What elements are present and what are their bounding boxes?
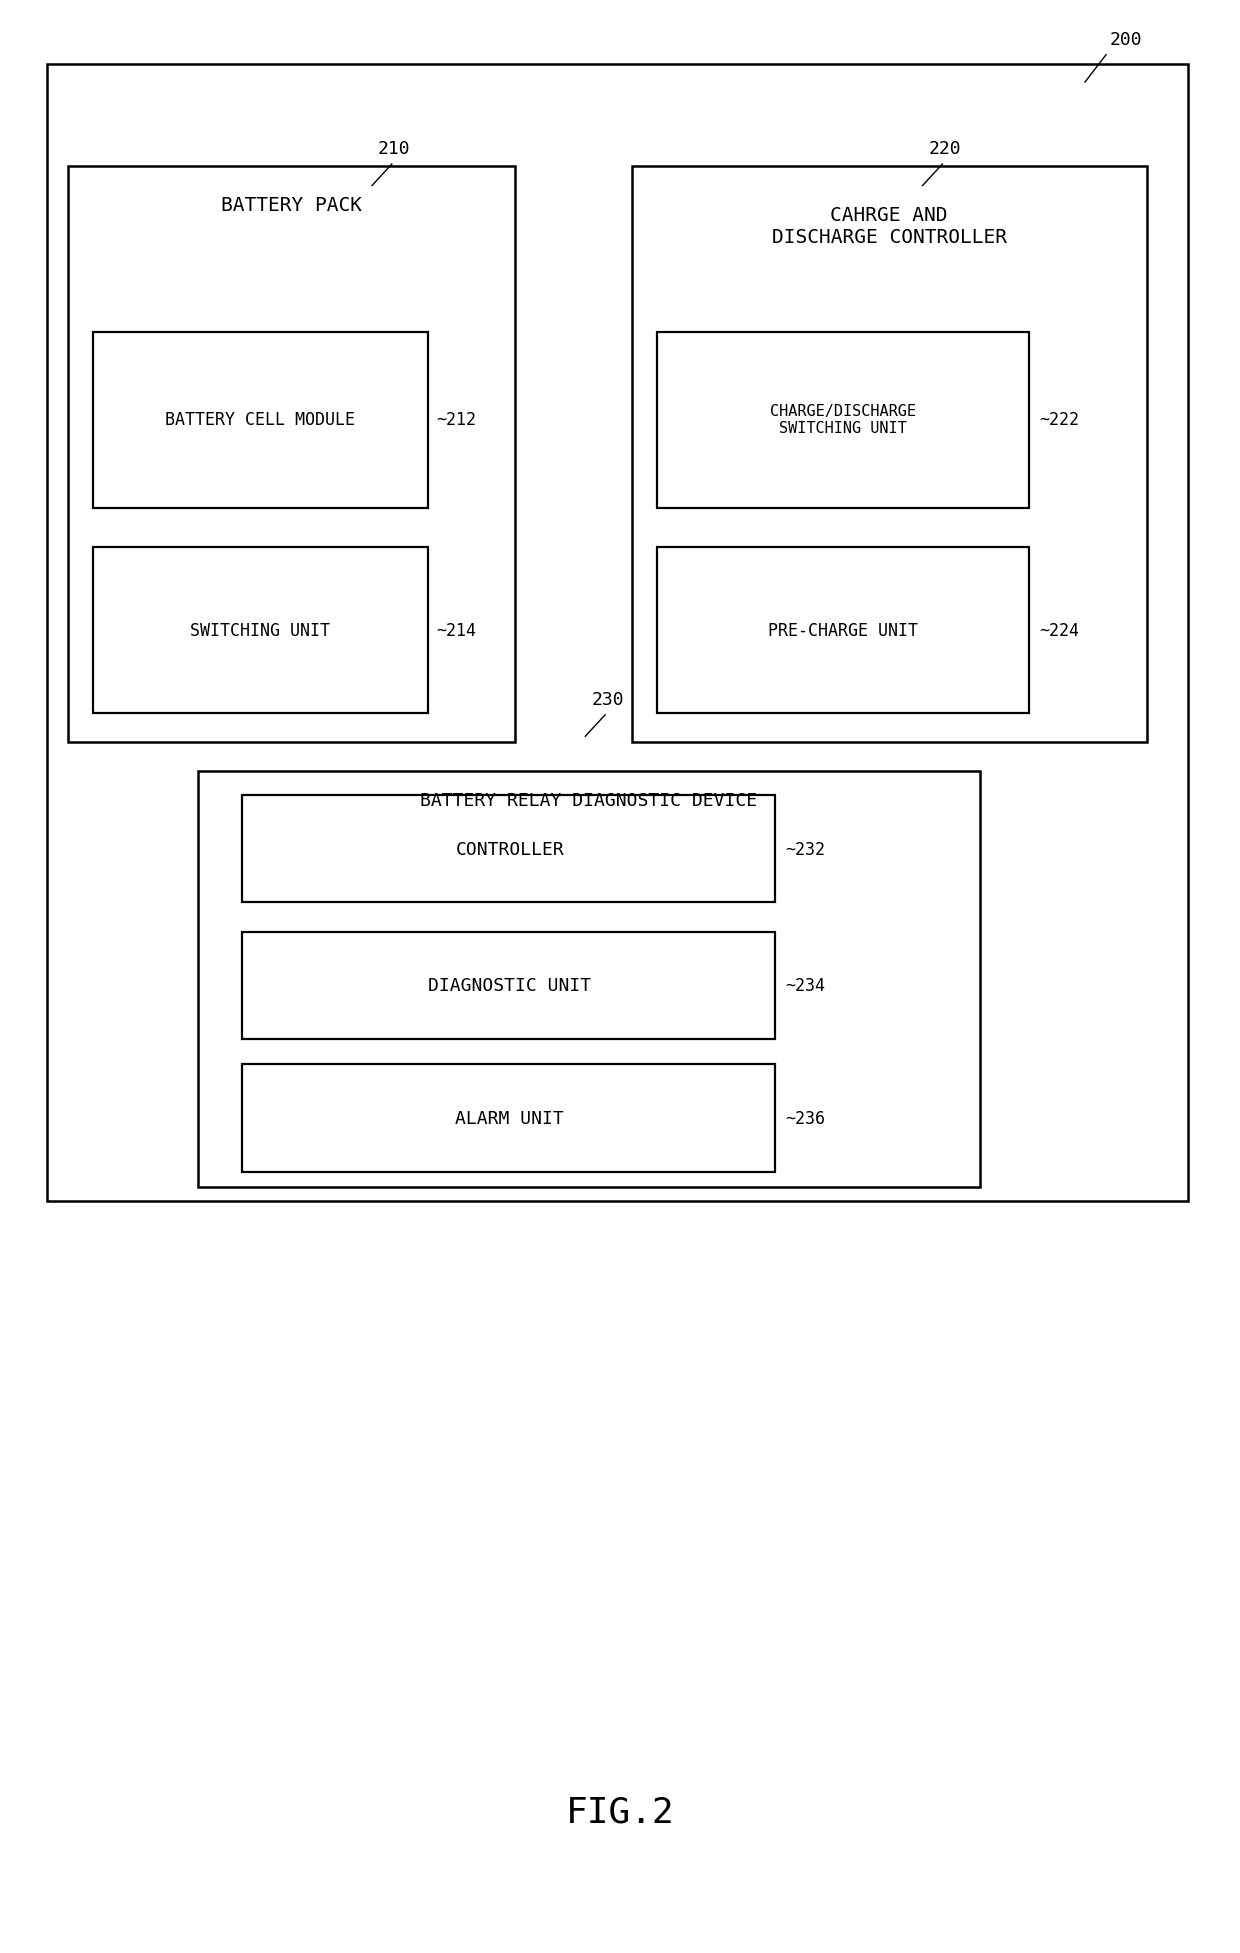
Bar — [242, 932, 775, 1039]
Bar — [47, 64, 1188, 1201]
Bar — [198, 771, 980, 1187]
Bar — [242, 795, 775, 902]
Text: ~212: ~212 — [436, 410, 476, 430]
Bar — [93, 547, 428, 713]
Text: SWITCHING UNIT: SWITCHING UNIT — [191, 621, 330, 641]
Text: BATTERY RELAY DIAGNOSTIC DEVICE: BATTERY RELAY DIAGNOSTIC DEVICE — [420, 791, 758, 810]
Text: ~236: ~236 — [785, 1109, 825, 1129]
Text: ALARM UNIT: ALARM UNIT — [455, 1109, 564, 1129]
Text: CONTROLLER: CONTROLLER — [455, 840, 564, 859]
Text: PRE-CHARGE UNIT: PRE-CHARGE UNIT — [769, 621, 918, 641]
Text: 200: 200 — [1110, 31, 1142, 49]
Text: ~222: ~222 — [1039, 410, 1079, 430]
Text: DIAGNOSTIC UNIT: DIAGNOSTIC UNIT — [428, 976, 591, 996]
Text: BATTERY CELL MODULE: BATTERY CELL MODULE — [165, 410, 356, 430]
Text: ~234: ~234 — [785, 976, 825, 996]
Bar — [68, 166, 515, 742]
Text: BATTERY PACK: BATTERY PACK — [221, 195, 362, 215]
Bar — [242, 1064, 775, 1172]
Text: ~214: ~214 — [436, 621, 476, 641]
Text: FIG.2: FIG.2 — [565, 1795, 675, 1830]
Bar — [657, 332, 1029, 508]
Bar — [657, 547, 1029, 713]
Text: CAHRGE AND
DISCHARGE CONTROLLER: CAHRGE AND DISCHARGE CONTROLLER — [771, 207, 1007, 246]
Text: 230: 230 — [591, 691, 624, 709]
Text: 210: 210 — [378, 141, 410, 158]
Bar — [632, 166, 1147, 742]
Text: 220: 220 — [929, 141, 961, 158]
Bar — [93, 332, 428, 508]
Text: CHARGE/DISCHARGE
SWITCHING UNIT: CHARGE/DISCHARGE SWITCHING UNIT — [770, 404, 916, 436]
Text: ~232: ~232 — [785, 840, 825, 859]
Text: ~224: ~224 — [1039, 621, 1079, 641]
